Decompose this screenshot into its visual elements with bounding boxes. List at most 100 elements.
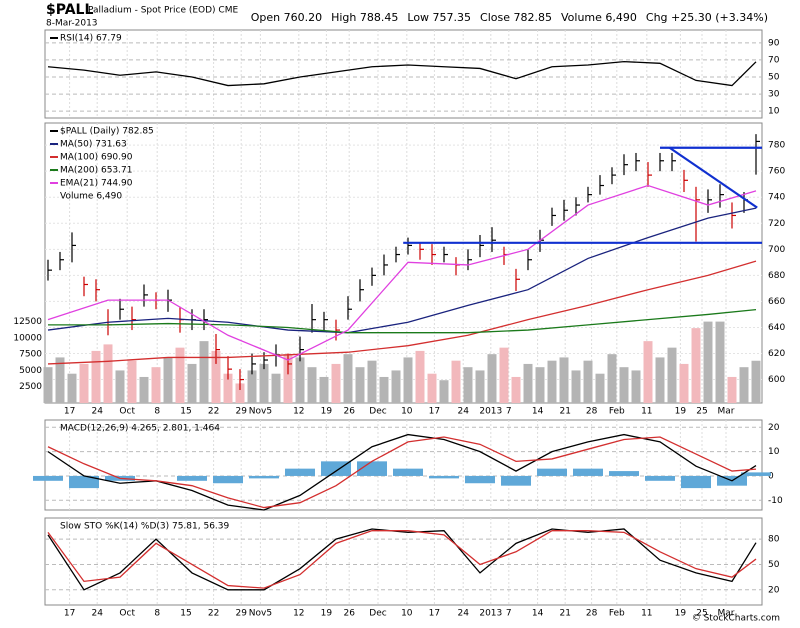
- bar: [619, 367, 629, 403]
- bar: [271, 373, 281, 403]
- x-tick-label: 21: [559, 609, 570, 619]
- y-tick-label: 90: [768, 38, 780, 48]
- x-tick-label: 19: [321, 609, 333, 619]
- legend-text: MA(50) 731.63: [60, 140, 127, 150]
- x-tick-label: 7: [506, 609, 512, 619]
- x-tick-label: 28: [586, 609, 598, 619]
- bar: [523, 363, 533, 403]
- x-tick-label: 10: [401, 609, 413, 619]
- legend-text: Volume 6,490: [60, 192, 122, 202]
- bar: [249, 475, 279, 479]
- bar: [547, 360, 557, 403]
- bar: [643, 341, 653, 403]
- bar: [679, 363, 689, 403]
- bar: [91, 350, 101, 403]
- header-stat: Volume 6,490: [561, 11, 637, 24]
- y-tick-label: 80: [768, 535, 780, 545]
- x-tick-label: 10: [401, 407, 413, 417]
- y2-tick-label: 5000: [19, 366, 42, 376]
- x-tick-label: 25: [696, 609, 707, 619]
- x-tick-label: Dec: [369, 407, 386, 417]
- header-stat: High 788.45: [331, 11, 398, 24]
- x-tick-label: 11: [641, 609, 652, 619]
- bar: [739, 367, 749, 403]
- bar: [429, 475, 459, 479]
- x-tick-label: Feb: [609, 609, 625, 619]
- bar: [475, 370, 485, 403]
- bar: [199, 341, 209, 403]
- bar: [379, 376, 389, 403]
- bar: [667, 347, 677, 403]
- panel: [44, 419, 763, 511]
- bar: [391, 370, 401, 403]
- bar: [607, 354, 617, 403]
- bar: [321, 461, 351, 476]
- y-tick-label: 660: [768, 297, 785, 307]
- line-series: [47, 207, 757, 334]
- bar: [703, 321, 713, 403]
- x-tick-label: 25: [696, 407, 707, 417]
- bar: [187, 363, 197, 403]
- y2-tick-label: 7500: [19, 350, 42, 360]
- bar: [451, 360, 461, 403]
- y-tick-label: -10: [768, 496, 783, 506]
- bar: [439, 380, 449, 403]
- bar: [259, 363, 269, 403]
- bar: [609, 471, 639, 476]
- legend-text: MACD(12,26,9) 4.265, 2.801, 1.464: [60, 424, 220, 434]
- y-tick-label: 50: [768, 72, 780, 82]
- bar: [319, 376, 329, 403]
- bar: [393, 468, 423, 476]
- bar: [283, 354, 293, 403]
- header-stat: Close 782.85: [480, 11, 552, 24]
- x-tick-label: 17: [64, 609, 75, 619]
- bar: [175, 347, 185, 403]
- bar: [595, 373, 605, 403]
- x-tick-label: 11: [641, 407, 652, 417]
- line-series: [47, 184, 757, 361]
- bar: [715, 321, 725, 403]
- legend-text: EMA(21) 744.90: [60, 179, 133, 189]
- x-tick-label: 29: [235, 609, 247, 619]
- y-tick-label: 760: [768, 167, 785, 177]
- bar: [427, 373, 437, 403]
- y-tick-label: 640: [768, 323, 785, 333]
- bar: [69, 475, 99, 489]
- x-tick-label: 19: [675, 609, 687, 619]
- bar: [151, 367, 161, 403]
- x-tick-label: Nov5: [249, 407, 272, 417]
- legend-text: Slow STO %K(14) %D(3) 75.81, 56.39: [60, 522, 230, 532]
- bar: [357, 461, 387, 476]
- bar: [415, 350, 425, 403]
- x-tick-label: 12: [293, 609, 304, 619]
- x-tick-label: 15: [180, 609, 191, 619]
- x-tick-label: 12: [293, 407, 304, 417]
- x-tick-label: 19: [675, 407, 687, 417]
- y2-tick-label: 10000: [13, 333, 42, 343]
- y-tick-label: 600: [768, 375, 785, 385]
- bar: [247, 370, 257, 403]
- bar: [55, 357, 65, 403]
- x-tick-label: 2013: [479, 609, 502, 619]
- x-tick-label: 22: [208, 609, 219, 619]
- bar: [211, 350, 221, 403]
- date: 8-Mar-2013: [46, 19, 98, 29]
- bar: [499, 347, 509, 403]
- y-tick-label: 0: [768, 471, 774, 481]
- bar: [691, 328, 701, 403]
- x-tick-label: Mar: [718, 407, 735, 417]
- bar: [163, 357, 173, 403]
- line-series: [47, 436, 757, 509]
- legend-text: $PALL (Daily) 782.85: [60, 127, 154, 137]
- x-tick-label: 22: [208, 407, 219, 417]
- y-tick-label: 620: [768, 349, 785, 359]
- x-tick-label: 17: [64, 407, 75, 417]
- legend-text: MA(200) 653.71: [60, 166, 132, 176]
- x-tick-label: 21: [559, 407, 570, 417]
- line-series: [47, 530, 757, 589]
- legend-text: MA(100) 690.90: [60, 153, 133, 163]
- y-tick-label: 780: [768, 141, 785, 151]
- bar: [213, 475, 243, 484]
